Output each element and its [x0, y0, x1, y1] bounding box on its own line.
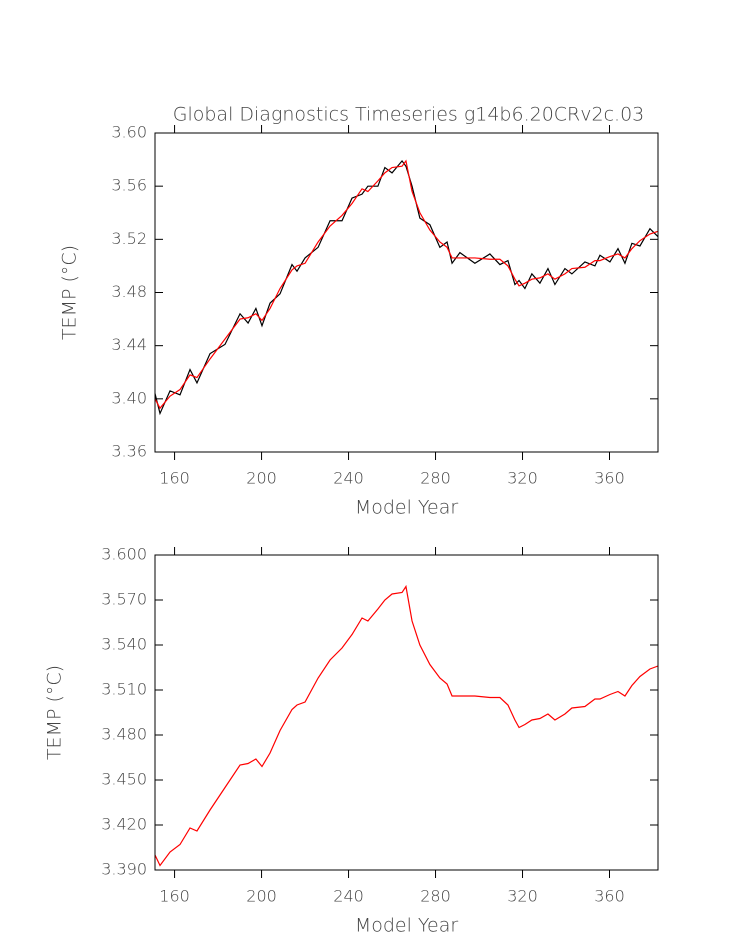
x-tick-label: 200: [246, 887, 277, 906]
x-tick-label: 160: [159, 887, 190, 906]
data-line: [154, 159, 659, 416]
y-tick-label: 3.44: [111, 335, 147, 354]
x-tick-label: 240: [333, 469, 364, 488]
y-tick-label: 3.36: [111, 442, 147, 461]
y-axis-label: TEMP (°C): [59, 245, 81, 340]
data-line: [154, 159, 659, 410]
plot-frame: [154, 554, 659, 871]
y-tick-label: 3.390: [101, 860, 147, 879]
x-tick-label: 320: [507, 469, 538, 488]
y-tick-label: 3.48: [111, 282, 147, 301]
x-axis-label: Model Year: [355, 497, 459, 519]
y-tick-label: 3.40: [111, 388, 147, 407]
x-tick-label: 360: [594, 887, 625, 906]
y-tick-label: 3.570: [101, 590, 147, 609]
y-tick-label: 3.600: [101, 545, 147, 564]
data-line: [154, 584, 659, 867]
y-tick-label: 3.480: [101, 725, 147, 744]
x-axis-label: Model Year: [355, 915, 459, 937]
y-tick-label: 3.420: [101, 815, 147, 834]
y-tick-label: 3.510: [101, 680, 147, 699]
y-tick-label: 3.56: [111, 176, 147, 195]
plot-frame: [154, 132, 659, 453]
y-tick-label: 3.60: [111, 123, 147, 142]
x-tick-label: 280: [420, 887, 451, 906]
y-tick-label: 3.450: [101, 770, 147, 789]
x-tick-label: 240: [333, 887, 364, 906]
y-axis-label: TEMP (°C): [44, 665, 66, 760]
x-tick-label: 360: [594, 469, 625, 488]
y-tick-label: 3.540: [101, 635, 147, 654]
x-tick-label: 320: [507, 887, 538, 906]
x-tick-label: 280: [420, 469, 451, 488]
x-tick-label: 160: [159, 469, 190, 488]
x-tick-label: 200: [246, 469, 277, 488]
y-tick-label: 3.52: [111, 229, 147, 248]
chart-title: Global Diagnostics Timeseries g14b6.20CR…: [173, 104, 645, 126]
